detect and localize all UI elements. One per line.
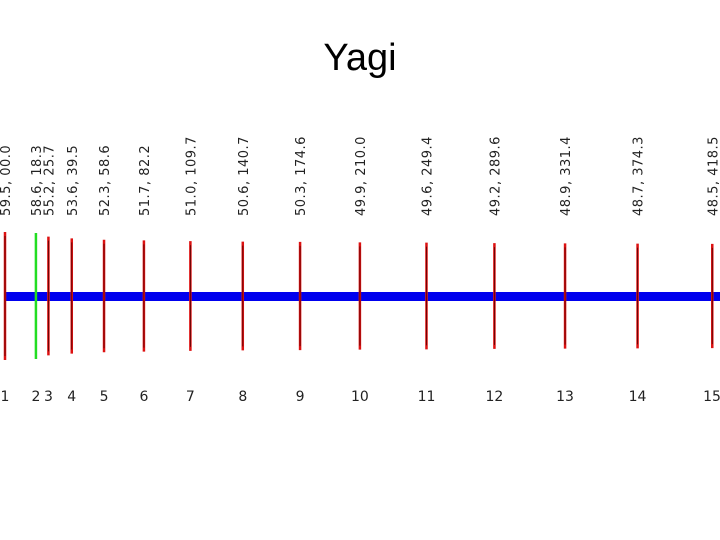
element-number: 7 <box>186 389 195 405</box>
elements: 59.5, 00.0 1 58.6, 18.3 2 55.2, 25.7 3 53.6, 3… <box>0 136 720 405</box>
element-label: 55.2, 25.7 <box>42 145 57 216</box>
element-number: 1 <box>1 389 10 405</box>
element-number: 4 <box>67 389 76 405</box>
element-label: 58.6, 18.3 <box>30 145 45 216</box>
element-number: 9 <box>296 389 305 405</box>
element-label: 59.5, 00.0 <box>0 145 14 216</box>
element-label: 48.5, 418.5 <box>706 136 720 216</box>
element-number: 14 <box>629 389 647 405</box>
element-number: 8 <box>238 389 247 405</box>
element-number: 13 <box>556 389 574 405</box>
boom <box>5 292 720 301</box>
title: Yagi <box>323 37 396 79</box>
element-label: 49.9, 210.0 <box>354 136 369 216</box>
element-label: 49.2, 289.6 <box>488 136 503 216</box>
element-label: 49.6, 249.4 <box>420 136 435 216</box>
element-number: 5 <box>100 389 109 405</box>
element-number: 2 <box>31 389 40 405</box>
element-label: 51.7, 82.2 <box>138 145 153 216</box>
element-number: 12 <box>486 389 504 405</box>
element-label: 53.6, 39.5 <box>66 145 81 216</box>
element-number: 11 <box>418 389 436 405</box>
element-label: 48.7, 374.3 <box>632 136 647 216</box>
element-label: 51.0, 109.7 <box>184 136 199 216</box>
element-label: 50.3, 174.6 <box>294 136 309 216</box>
element-label: 50.6, 140.7 <box>237 136 252 216</box>
element-number: 6 <box>139 389 148 405</box>
element-number: 10 <box>351 389 369 405</box>
element-number: 3 <box>44 389 53 405</box>
element-label: 52.3, 58.6 <box>98 145 113 216</box>
element-number: 15 <box>703 389 720 405</box>
element-label: 48.9, 331.4 <box>559 136 574 216</box>
